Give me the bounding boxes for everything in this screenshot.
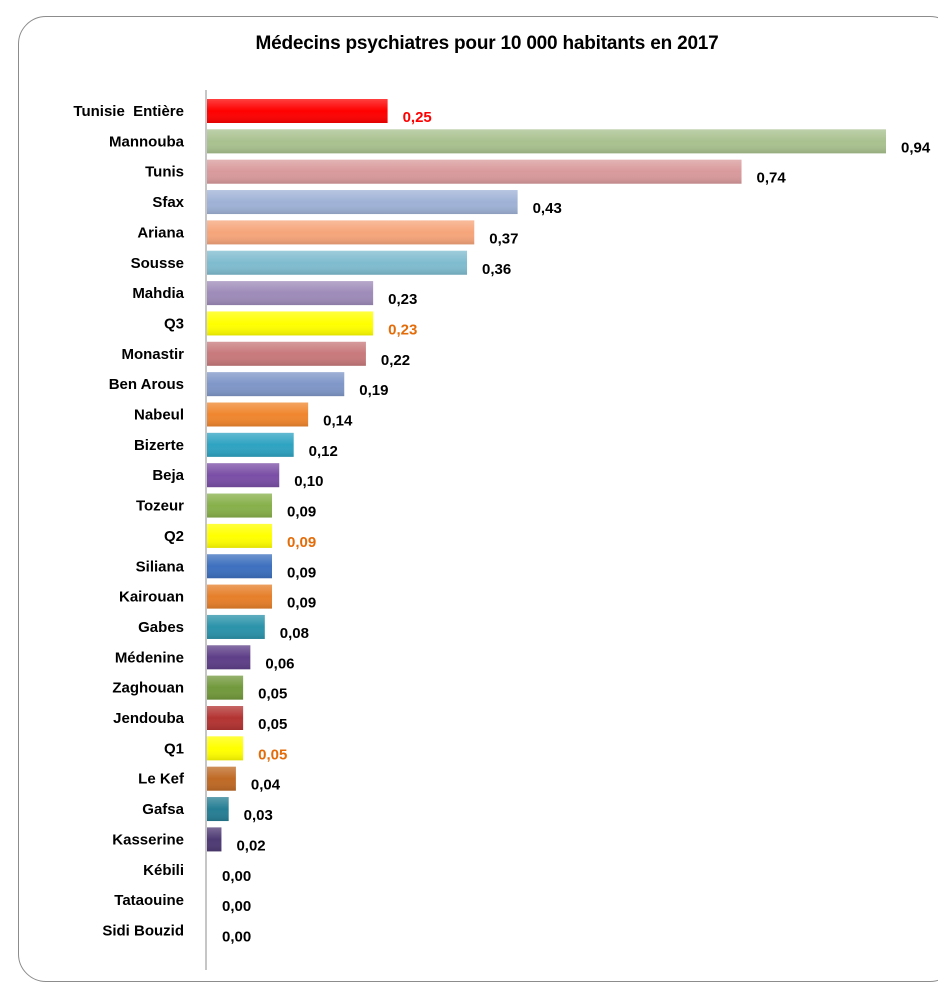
category-label: Gabes: [138, 619, 184, 636]
category-label: Kébili: [143, 862, 184, 879]
bar-shading: [207, 523, 273, 548]
bar-shading: [207, 250, 468, 275]
data-label: 0,09: [287, 534, 316, 551]
category-label: Zaghouan: [112, 680, 184, 697]
category-label: Ariana: [137, 224, 184, 241]
category-label: Ben Arous: [109, 376, 184, 393]
bar-shading: [207, 402, 309, 427]
bar-shading: [207, 220, 475, 245]
bar-shading: [207, 797, 229, 822]
category-label: Sousse: [131, 255, 184, 272]
data-label: 0,00: [222, 868, 251, 885]
bar-shading: [207, 736, 244, 761]
category-label: Tunis: [145, 164, 184, 181]
category-label: Monastir: [121, 346, 184, 363]
data-label: 0,19: [359, 382, 388, 399]
data-label: 0,43: [533, 200, 562, 217]
category-label: Tozeur: [136, 498, 184, 515]
data-label: 0,23: [388, 291, 417, 308]
category-label: Le Kef: [138, 771, 185, 788]
category-label: Tunisie Entière: [73, 103, 184, 120]
bar-shading: [207, 766, 236, 791]
bar-shading: [207, 129, 886, 154]
bar-shading: [207, 706, 244, 730]
data-label: 0,00: [222, 898, 251, 915]
category-label: Siliana: [136, 558, 185, 575]
bar-shading: [207, 463, 280, 488]
data-label: 0,09: [287, 564, 316, 581]
data-label: 0,36: [482, 261, 511, 278]
bar-shading: [207, 341, 366, 366]
data-label: 0,10: [294, 473, 323, 490]
chart-title: Médecins psychiatres pour 10 000 habitan…: [255, 33, 719, 54]
data-label: 0,22: [381, 352, 410, 369]
data-label: 0,23: [388, 321, 417, 338]
bar-shading: [207, 190, 518, 215]
bar-shading: [207, 827, 222, 852]
bar-shading: [207, 675, 244, 700]
bar-shading: [207, 372, 345, 397]
category-label: Tataouine: [114, 892, 184, 909]
data-label: 0,05: [258, 746, 287, 763]
data-label: 0,94: [901, 139, 931, 156]
data-label: 0,37: [489, 230, 518, 247]
bar-shading: [207, 432, 294, 457]
data-label: 0,14: [323, 413, 353, 430]
category-label: Q2: [164, 528, 184, 545]
data-label: 0,04: [251, 777, 281, 794]
bar-shading: [207, 311, 374, 336]
data-label: 0,06: [265, 655, 294, 672]
bar-shading: [207, 281, 374, 306]
category-label: Q1: [164, 740, 184, 757]
category-label: Bizerte: [134, 437, 184, 454]
bar-shading: [207, 99, 388, 123]
data-label: 0,08: [280, 625, 309, 642]
category-label: Q3: [164, 315, 184, 332]
data-label: 0,03: [244, 807, 273, 824]
bar-shading: [207, 493, 273, 518]
category-label: Gafsa: [142, 801, 184, 818]
category-label: Kasserine: [112, 831, 184, 848]
category-label: Jendouba: [113, 710, 184, 727]
data-label: 0,00: [222, 928, 251, 945]
bar-shading: [207, 645, 251, 670]
data-label: 0,09: [287, 504, 316, 521]
category-label: Sidi Bouzid: [102, 922, 184, 939]
data-label: 0,74: [757, 170, 787, 187]
data-label: 0,25: [403, 109, 432, 126]
bar-shading: [207, 614, 265, 639]
bar-shading: [207, 554, 273, 579]
category-label: Nabeul: [134, 407, 184, 424]
category-label: Mannouba: [109, 133, 185, 150]
category-label: Kairouan: [119, 589, 184, 606]
data-label: 0,09: [287, 595, 316, 612]
category-label: Mahdia: [132, 285, 184, 302]
data-label: 0,12: [309, 443, 338, 460]
bar-shading: [207, 159, 742, 184]
data-label: 0,02: [236, 837, 265, 854]
bar-shading: [207, 584, 273, 609]
data-label: 0,05: [258, 686, 287, 703]
data-label: 0,05: [258, 716, 287, 733]
category-label: Sfax: [152, 194, 184, 211]
category-label: Médenine: [115, 649, 184, 666]
category-label: Beja: [152, 467, 184, 484]
